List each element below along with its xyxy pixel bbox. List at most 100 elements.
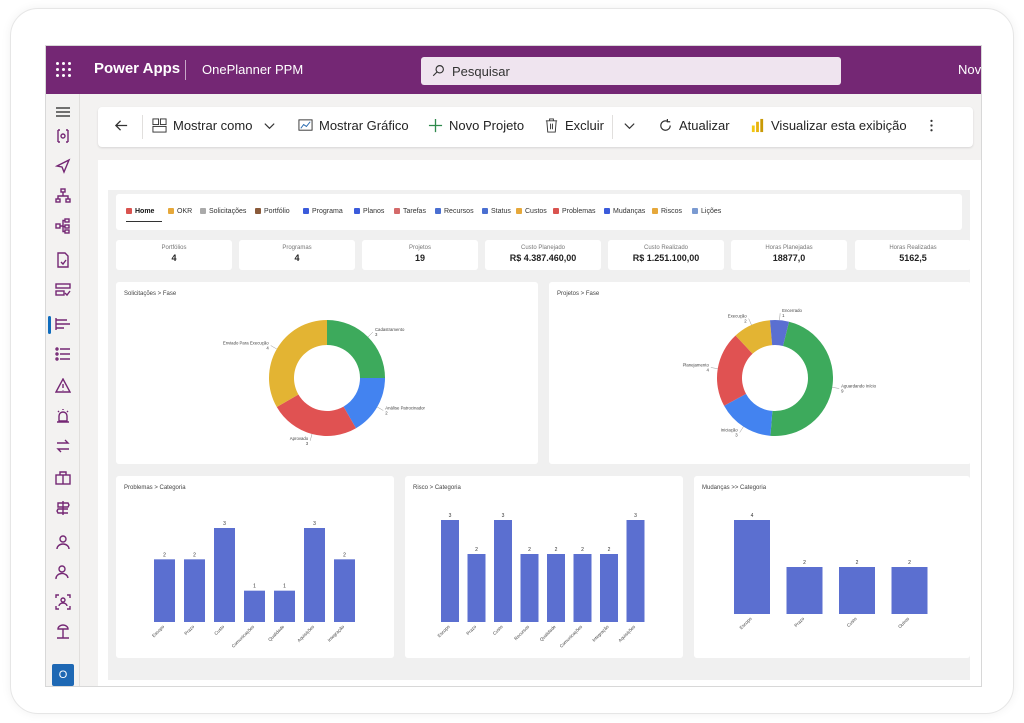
program-tree-icon[interactable] bbox=[55, 218, 71, 234]
timeline-icon[interactable] bbox=[55, 316, 71, 332]
tab-recursos[interactable]: Recursos bbox=[435, 208, 474, 215]
app-launcher-icon[interactable] bbox=[56, 62, 72, 78]
checklist-icon[interactable] bbox=[55, 282, 71, 298]
back-button[interactable] bbox=[114, 118, 135, 133]
new-project-button[interactable]: Novo Projeto bbox=[428, 118, 524, 133]
more-delete-dropdown[interactable] bbox=[622, 118, 643, 133]
chevron-down-icon bbox=[264, 123, 276, 130]
bar[interactable] bbox=[547, 554, 565, 622]
brand-title[interactable]: Power Apps bbox=[94, 60, 181, 77]
user-settings-icon[interactable] bbox=[55, 564, 71, 580]
send-icon[interactable] bbox=[54, 158, 71, 174]
bar[interactable] bbox=[494, 520, 512, 622]
tab-licoes[interactable]: Lições bbox=[692, 208, 721, 215]
donut-slice[interactable] bbox=[276, 394, 356, 437]
mudancas-chart-panel: Mudanças >> Categoria 4 Escopo 2 Prazo 2 Cust… bbox=[694, 476, 970, 658]
bar[interactable] bbox=[839, 567, 875, 614]
bar[interactable] bbox=[244, 590, 265, 622]
tab-icon bbox=[652, 208, 658, 214]
tab-okr[interactable]: OKR bbox=[168, 208, 192, 215]
donut-slice[interactable] bbox=[724, 393, 773, 436]
tab-label: Lições bbox=[701, 208, 722, 215]
vacation-icon[interactable] bbox=[55, 624, 71, 640]
slice-value: 2 bbox=[385, 411, 388, 416]
tab-mudancas[interactable]: Mudanças bbox=[604, 208, 645, 215]
tab-custos[interactable]: Custos bbox=[516, 208, 547, 215]
donut-slice[interactable] bbox=[717, 335, 753, 406]
tab-label: Riscos bbox=[661, 208, 683, 215]
show-chart-button[interactable]: Mostrar Gráfico bbox=[298, 118, 409, 133]
tab-icon bbox=[692, 208, 698, 214]
tab-riscos[interactable]: Riscos bbox=[652, 208, 682, 215]
show-as-button[interactable]: Mostrar como bbox=[152, 118, 277, 133]
donut-slice[interactable] bbox=[343, 378, 386, 429]
hierarchy-icon[interactable] bbox=[55, 188, 71, 204]
bar[interactable] bbox=[154, 559, 175, 622]
dashboard-tabs: Home OKR Solicitações Portfólio Programa Plan… bbox=[116, 194, 962, 230]
bar[interactable] bbox=[214, 528, 235, 622]
list-icon[interactable] bbox=[55, 346, 71, 362]
tab-programa[interactable]: Programa bbox=[303, 208, 343, 215]
category-tick-label: Outros bbox=[897, 616, 911, 630]
user-scan-icon[interactable] bbox=[55, 594, 71, 610]
avatar[interactable]: O bbox=[52, 664, 74, 686]
slice-label: Aprovado bbox=[290, 436, 309, 441]
delete-button[interactable]: Excluir bbox=[544, 118, 604, 133]
change-icon[interactable] bbox=[55, 438, 71, 454]
donut-slice[interactable] bbox=[327, 320, 385, 378]
new-menu-label[interactable]: Nova bbox=[958, 62, 982, 77]
layout-icon bbox=[152, 118, 167, 133]
signpost-icon[interactable] bbox=[55, 500, 71, 516]
donut-slice[interactable] bbox=[269, 320, 327, 407]
bar[interactable] bbox=[626, 520, 645, 622]
view-powerbi-button[interactable]: Visualizar esta exibição bbox=[750, 118, 907, 133]
bar[interactable] bbox=[786, 567, 823, 614]
tab-icon bbox=[126, 208, 132, 214]
okr-icon[interactable] bbox=[55, 128, 71, 144]
bar[interactable] bbox=[891, 567, 928, 614]
bar-value-label: 2 bbox=[343, 552, 346, 558]
people-icon[interactable] bbox=[55, 534, 71, 550]
donut-slice[interactable] bbox=[770, 321, 833, 436]
refresh-button[interactable]: Atualizar bbox=[658, 118, 730, 133]
tab-label: Portfólio bbox=[264, 208, 290, 215]
bar[interactable] bbox=[520, 554, 539, 622]
tab-label: Solicitações bbox=[209, 208, 247, 215]
briefcase-icon[interactable] bbox=[55, 470, 71, 486]
tab-solicitacoes[interactable]: Solicitações bbox=[200, 208, 246, 215]
tab-problemas[interactable]: Problemas bbox=[553, 208, 595, 215]
warning-icon[interactable] bbox=[54, 377, 72, 394]
refresh-icon bbox=[660, 118, 671, 131]
bar[interactable] bbox=[734, 520, 770, 614]
app-window: Power Apps OnePlanner PPM Pesquisar Nova… bbox=[45, 45, 982, 687]
bar[interactable] bbox=[304, 528, 325, 622]
app-name[interactable]: OnePlanner PPM bbox=[202, 62, 304, 77]
tab-label: Tarefas bbox=[403, 208, 426, 215]
slice-label: Enviado Para Execução bbox=[223, 341, 269, 346]
search-input[interactable]: Pesquisar bbox=[421, 57, 841, 85]
tab-home[interactable]: Home bbox=[126, 208, 154, 215]
document-icon[interactable] bbox=[55, 252, 71, 268]
tab-planos[interactable]: Planos bbox=[354, 208, 384, 215]
bar[interactable] bbox=[467, 554, 486, 622]
more-options-button[interactable] bbox=[924, 118, 945, 133]
bar[interactable] bbox=[334, 559, 355, 622]
alert-icon[interactable] bbox=[55, 408, 71, 424]
kpi-value: R$ 4.387.460,00 bbox=[509, 253, 577, 263]
bar[interactable] bbox=[184, 559, 205, 622]
tab-portfolio[interactable]: Portfólio bbox=[255, 208, 290, 215]
bar[interactable] bbox=[441, 520, 459, 622]
kpi-card: Horas Realizadas 5162,5 bbox=[855, 240, 971, 270]
tab-label: Programa bbox=[312, 208, 343, 215]
donut-slice[interactable] bbox=[769, 320, 790, 346]
tab-tarefas[interactable]: Tarefas bbox=[394, 208, 426, 215]
bar-value-label: 3 bbox=[634, 513, 637, 519]
tab-status[interactable]: Status bbox=[482, 208, 511, 215]
tab-label: Mudanças bbox=[613, 208, 646, 215]
hamburger-icon[interactable] bbox=[55, 104, 71, 120]
donut-slice[interactable] bbox=[735, 320, 773, 354]
bar[interactable] bbox=[274, 590, 295, 622]
kpi-card: Custo Planejado R$ 4.387.460,00 bbox=[485, 240, 601, 270]
bar[interactable] bbox=[573, 554, 592, 622]
bar[interactable] bbox=[600, 554, 618, 622]
